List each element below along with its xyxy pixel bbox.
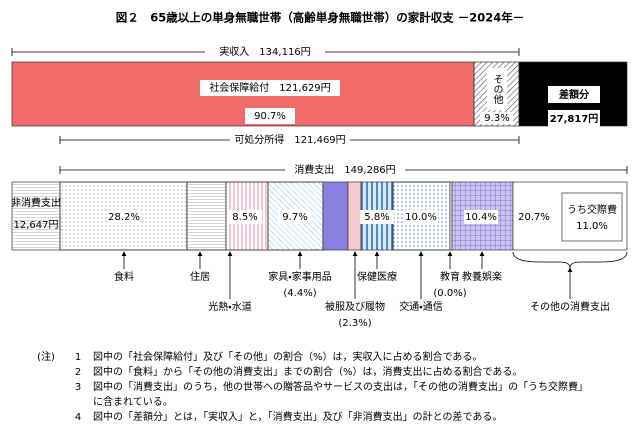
label-bg: [360, 210, 394, 224]
label-box: [548, 110, 600, 127]
label: 実収入 134,116円: [219, 45, 310, 58]
label: 差額分: [559, 88, 590, 101]
label: 図中の「消費支出」のうち，他の世帯への贈答品やサービスの支出は，「その他の消費支…: [93, 380, 588, 393]
label-box: [480, 112, 513, 124]
label: 被服及び履物: [325, 300, 385, 313]
segment: [11, 181, 61, 251]
label-bg: [278, 210, 312, 224]
label-bg: [464, 210, 498, 224]
label-bg: [228, 210, 262, 224]
label: 27,817円: [550, 113, 599, 125]
label-bg: [404, 210, 438, 224]
label-box: [487, 68, 507, 110]
label: 光熱・水道: [208, 300, 251, 313]
label-bg: [517, 210, 551, 224]
label: 10.0%: [405, 212, 437, 223]
label: その他の消費支出: [530, 300, 610, 313]
label: 教養娯楽: [462, 270, 502, 283]
label: 28.2%: [108, 212, 140, 223]
label: (2.3%): [338, 318, 371, 329]
segment: [186, 181, 227, 251]
label: 5.8%: [364, 212, 389, 223]
content: 図２ 65歳以上の単身無職世帯（高齢単身無職世帯）の家計収支 －2024年－ 実収…: [11, 11, 628, 423]
label-box: [200, 80, 340, 96]
label: に含まれている。: [93, 396, 173, 408]
label: 8.5%: [232, 212, 257, 223]
label: 保健医療: [357, 270, 397, 283]
label: 図中の「差額分」とは，「実収入」と，「消費支出」及び「非消費支出」の計との差であ…: [93, 410, 502, 423]
label: (注): [37, 350, 55, 363]
label: 9.3%: [484, 113, 509, 124]
label: その他: [491, 74, 503, 105]
segment: [347, 181, 362, 251]
label: 可処分所得 121,469円: [234, 133, 345, 146]
label-bg: [107, 210, 141, 224]
segment: [322, 181, 349, 251]
label: 図中の「食料」から「その他の消費支出」までの割合（%）は，消費支出に占める割合で…: [93, 365, 522, 378]
label-box: [245, 108, 295, 124]
label: 3: [75, 382, 81, 393]
label-bg: [285, 163, 405, 177]
label: 90.7%: [254, 111, 286, 122]
label-bg: [205, 45, 325, 59]
label: 図中の「社会保障給付」及び「その他」の割合（%）は，実収入に占める割合である。: [93, 350, 482, 363]
label: 非消費支出: [11, 196, 61, 209]
label: 住居: [190, 270, 210, 283]
brace: [512, 251, 628, 269]
label: 家具・家事用品: [268, 270, 331, 283]
label: 食料: [114, 270, 134, 283]
label-box: [561, 192, 623, 242]
label: 10.4%: [465, 212, 497, 223]
label: 11.0%: [576, 221, 608, 232]
label: 消費支出 149,286円: [294, 163, 395, 176]
label: (0.0%): [433, 288, 466, 299]
label: 2: [75, 367, 81, 378]
label: 教育: [440, 270, 460, 283]
label: 9.7%: [282, 212, 307, 223]
label-bg: [230, 133, 350, 147]
label: 12,647円: [14, 220, 59, 231]
label: 1: [75, 352, 81, 363]
label: 社会保障給付 121,629円: [209, 81, 330, 94]
label: (4.4%): [283, 288, 316, 299]
label: うち交際費: [567, 203, 617, 216]
label: 図２ 65歳以上の単身無職世帯（高齢単身無職世帯）の家計収支 －2024年－: [116, 11, 525, 25]
label: 4: [75, 412, 81, 423]
label-box: [548, 86, 600, 103]
label: 交通・通信: [399, 300, 442, 313]
label: 20.7%: [518, 212, 550, 223]
